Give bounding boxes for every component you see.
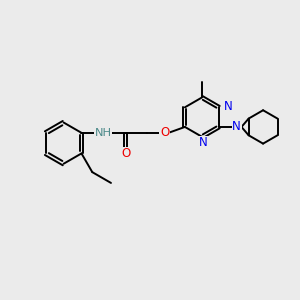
Text: O: O [160, 126, 169, 139]
Text: N: N [199, 136, 207, 149]
Text: O: O [121, 147, 130, 161]
Text: N: N [232, 120, 241, 134]
Text: NH: NH [94, 128, 112, 138]
Text: N: N [224, 100, 233, 113]
